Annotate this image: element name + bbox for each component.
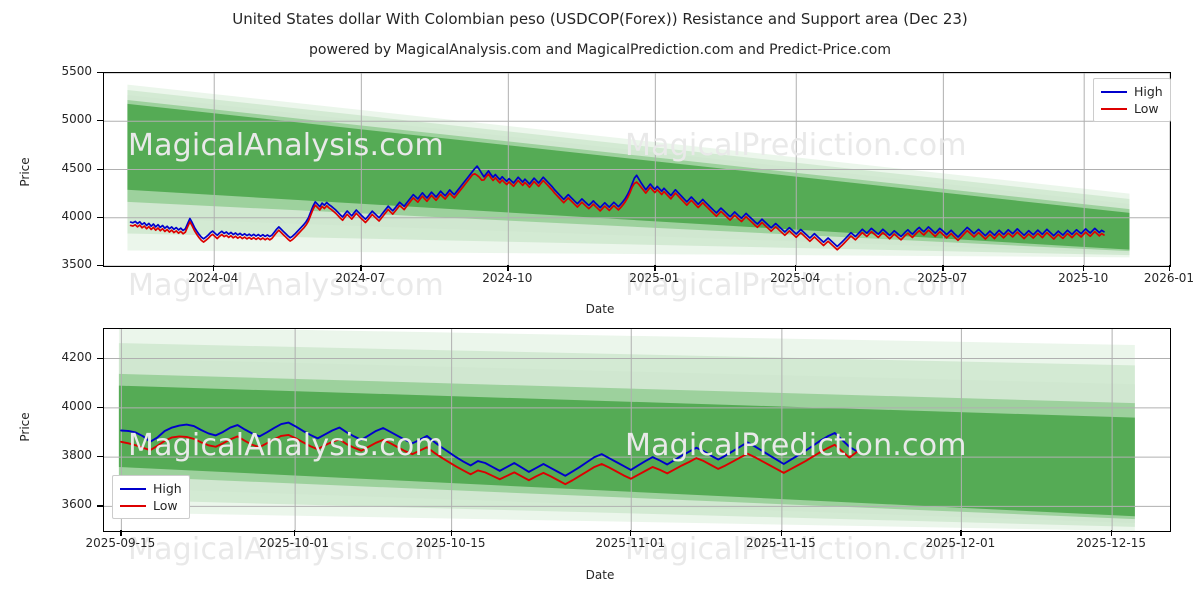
top-legend-item-high: High — [1101, 83, 1163, 100]
x-tick-mark — [120, 530, 122, 536]
top-legend-item-low: Low — [1101, 100, 1163, 117]
y-tick-mark — [97, 265, 103, 267]
y-tick-mark — [97, 168, 103, 170]
y-tick-mark — [97, 406, 103, 409]
x-tick-mark — [213, 265, 215, 271]
x-tick-mark — [1111, 530, 1113, 536]
x-tick-mark — [450, 530, 452, 536]
x-tick-label: 2025-11-15 — [745, 536, 816, 550]
bottom-legend-item-high: High — [120, 480, 182, 497]
x-tick-mark — [654, 265, 656, 271]
x-tick-label: 2025-09-15 — [85, 536, 156, 550]
y-tick-mark — [97, 456, 103, 458]
y-tick-label: 5000 — [61, 112, 92, 127]
bottom-plot-area — [103, 328, 1171, 532]
top-chart-panel: Price Date MagicalAnalysis.com MagicalPre… — [18, 64, 1195, 316]
top-y-axis-label: Price — [18, 157, 32, 187]
high-line-swatch — [1101, 90, 1127, 93]
x-tick-mark — [942, 265, 944, 271]
x-tick-label: 2025-11-01 — [595, 536, 666, 550]
low-line-swatch — [120, 504, 146, 507]
y-tick-label: 3800 — [61, 448, 92, 463]
y-tick-mark — [97, 72, 103, 74]
top-legend: High Low — [1093, 78, 1171, 122]
x-tick-label: 2026-01 — [1143, 271, 1195, 285]
bottom-y-axis-label: Price — [18, 412, 32, 442]
y-tick-label: 4000 — [61, 398, 92, 413]
x-tick-label: 2025-12-01 — [925, 536, 996, 550]
bottom-x-axis-label: Date — [585, 568, 615, 582]
x-tick-mark — [1169, 265, 1171, 271]
bottom-chart-panel: Price Date MagicalAnalysis.com MagicalPre… — [0, 320, 1200, 600]
top-legend-label-low: Low — [1134, 101, 1159, 116]
x-tick-label: 2025-10-01 — [259, 536, 329, 550]
x-tick-mark — [294, 530, 296, 536]
x-tick-label: 2025-07 — [917, 271, 968, 285]
x-tick-mark — [630, 530, 632, 536]
x-tick-mark — [507, 265, 509, 271]
x-tick-label: 2024-04 — [188, 271, 239, 285]
x-tick-label: 2025-04 — [770, 271, 821, 285]
top-plot-area — [103, 72, 1171, 267]
x-tick-label: 2025-10 — [1058, 271, 1109, 285]
x-tick-label: 2024-10 — [482, 271, 533, 285]
y-tick-mark — [97, 357, 103, 359]
top-x-axis-label: Date — [585, 302, 615, 316]
bottom-legend: High Low — [112, 475, 190, 519]
bottom-legend-label-high: High — [153, 481, 182, 496]
page-title: United States dollar With Colombian peso… — [232, 10, 968, 28]
x-tick-label: 2025-10-15 — [415, 536, 486, 550]
x-tick-label: 2025-12-15 — [1076, 536, 1146, 550]
y-tick-label: 5500 — [61, 64, 92, 78]
y-tick-mark — [97, 505, 103, 507]
y-tick-label: 4200 — [61, 349, 92, 364]
x-tick-label: 2025-01 — [629, 271, 680, 285]
y-tick-label: 3600 — [61, 497, 92, 512]
top-legend-label-high: High — [1134, 84, 1163, 99]
x-tick-label: 2024-07 — [335, 271, 386, 285]
x-tick-mark — [780, 530, 783, 536]
bottom-legend-label-low: Low — [153, 498, 178, 513]
y-tick-mark — [97, 120, 103, 122]
low-line-swatch — [1101, 107, 1127, 110]
x-tick-mark — [1083, 265, 1085, 271]
y-tick-label: 4000 — [61, 208, 92, 223]
y-tick-mark — [97, 216, 103, 218]
x-tick-mark — [960, 530, 962, 536]
y-tick-label: 3500 — [61, 257, 92, 271]
page-subtitle: powered by MagicalAnalysis.com and Magic… — [309, 42, 891, 58]
x-tick-mark — [795, 265, 797, 271]
high-line-swatch — [120, 487, 146, 490]
x-tick-mark — [360, 265, 362, 271]
y-tick-label: 4500 — [61, 160, 92, 175]
bottom-legend-item-low: Low — [120, 497, 182, 514]
